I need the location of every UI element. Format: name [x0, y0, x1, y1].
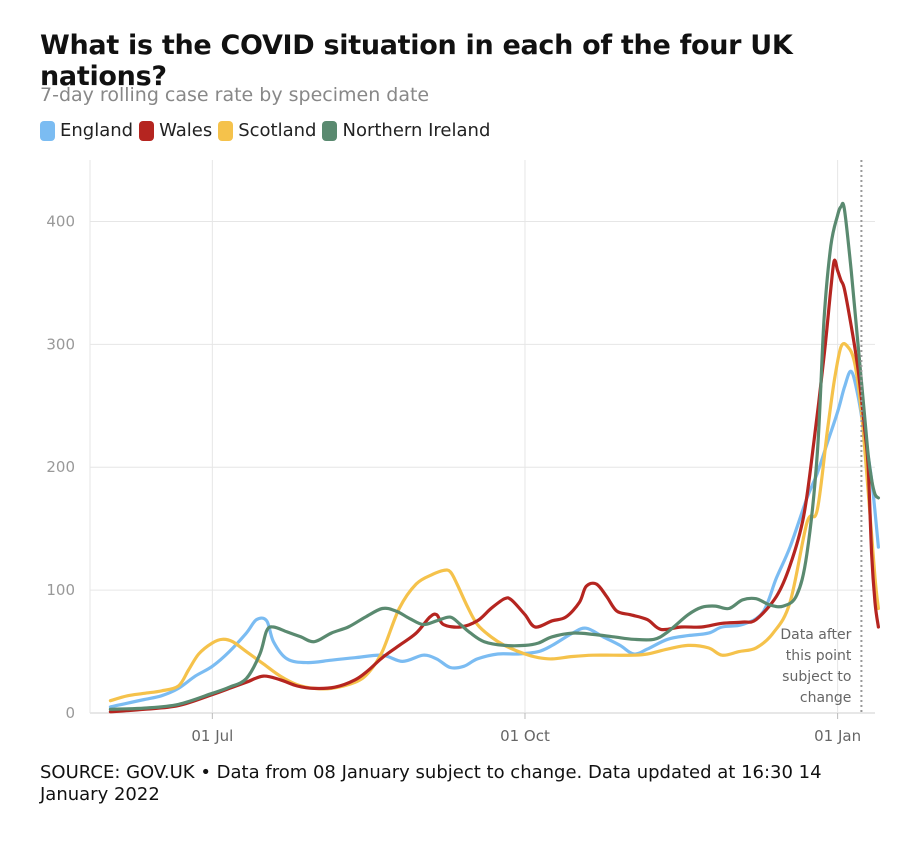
legend-item-england[interactable]: England [40, 120, 133, 141]
y-tick-label-200: 200 [46, 458, 75, 476]
x-tick-label-0: 01 Jul [191, 727, 233, 745]
x-tick-label-1: 01 Oct [500, 727, 550, 745]
x-tick-label-2: 01 Jan [814, 727, 861, 745]
series-line-wales [108, 258, 880, 714]
y-tick-label-400: 400 [46, 212, 75, 230]
legend-swatch-wales [139, 120, 155, 141]
legend-swatch-scotland [218, 120, 234, 141]
series-line-england [108, 369, 880, 709]
legend-label-wales: Wales [159, 120, 213, 141]
annotation-line-1: this point [786, 648, 852, 664]
y-tick-label-300: 300 [46, 335, 75, 353]
legend-swatch-northern-ireland [322, 120, 338, 141]
chart-subtitle: 7-day rolling case rate by specimen date [40, 84, 430, 106]
y-tick-label-100: 100 [46, 581, 75, 599]
legend-label-scotland: Scotland [238, 120, 317, 141]
legend-label-england: England [60, 120, 134, 141]
y-tick-label-0: 0 [65, 704, 75, 722]
legend-label-northern-ireland: Northern Ireland [342, 120, 491, 141]
legend: England Wales Scotland Northern Ireland [40, 120, 496, 141]
source-note: SOURCE: GOV.UK • Data from 08 January su… [40, 762, 822, 805]
legend-swatch-england [40, 120, 55, 141]
annotation-line-0: Data after [780, 627, 851, 643]
series-line-northern-ireland [108, 201, 880, 711]
line-chart: 0 100 200 300 400 01 Jul 01 Oct 01 Jan Data afte… [46, 160, 880, 745]
series-line-scotland [108, 341, 880, 703]
annotation-line-2: subject to [782, 669, 851, 685]
legend-item-wales[interactable]: Wales [139, 120, 212, 141]
legend-item-northern-ireland[interactable]: Northern Ireland [322, 120, 490, 141]
annotation-line-3: change [800, 690, 852, 706]
legend-item-scotland[interactable]: Scotland [218, 120, 316, 141]
chart-title: What is the COVID situation in each of t… [40, 30, 793, 92]
